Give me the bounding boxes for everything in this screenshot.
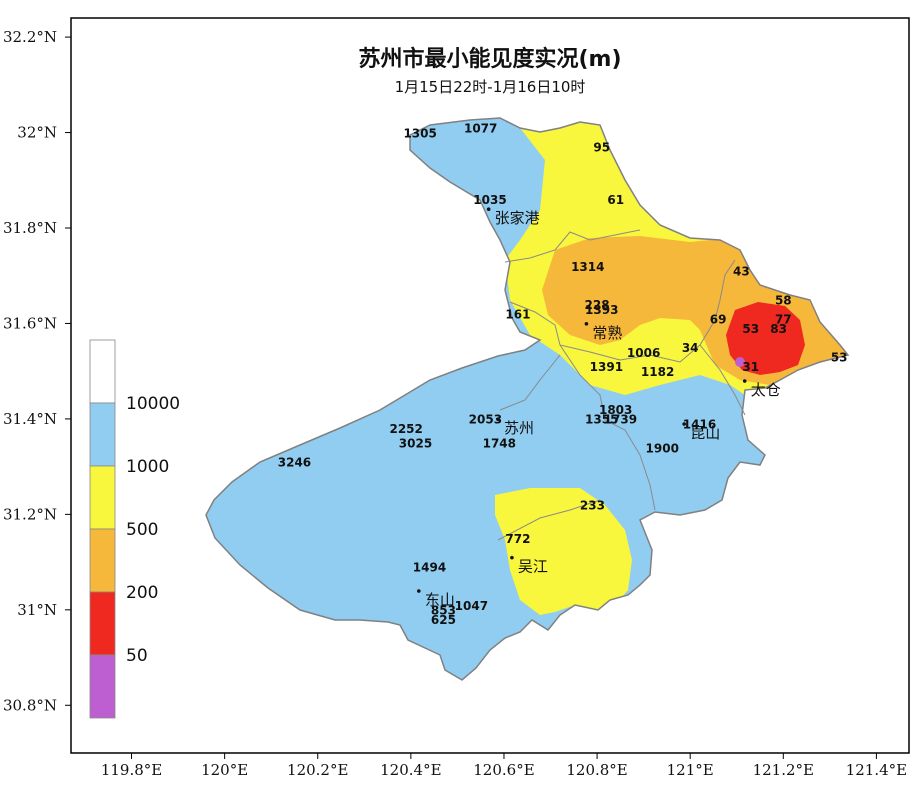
station-value: 83 (770, 322, 787, 336)
station-value: 43 (733, 265, 750, 279)
legend-swatch (89, 339, 116, 404)
y-tick-label: 30.8°N (3, 696, 57, 714)
station-value: 161 (505, 308, 530, 322)
zone-500-1000-south (495, 488, 632, 615)
y-axis: 32.2°N 32°N 31.8°N 31.6°N 31.4°N 31.2°N 31°N 30… (3, 28, 71, 714)
station-value: 31 (742, 360, 759, 374)
x-tick-label: 121.4°E (846, 761, 907, 779)
station-value: 1305 (403, 126, 436, 140)
station-value: 1416 (683, 417, 716, 431)
station-value: 77 (775, 312, 792, 326)
city-marker (417, 589, 421, 593)
y-tick-label: 31.4°N (3, 410, 57, 428)
station-value: 1739 (604, 413, 637, 427)
city-label: 常熟 (592, 324, 622, 342)
station-value: 34 (682, 341, 699, 355)
y-tick-label: 32°N (17, 124, 57, 142)
city-label: 昆山 (690, 424, 720, 442)
y-tick-label: 32.2°N (3, 28, 57, 46)
legend: 10000 1000 500 200 50 (89, 339, 180, 719)
x-tick-label: 120.2°E (287, 761, 348, 779)
y-tick-label: 31.2°N (3, 505, 57, 523)
city-marker (510, 555, 514, 560)
city-label: 苏州 (504, 419, 534, 437)
legend-label: 500 (126, 520, 158, 540)
legend-label: 50 (126, 646, 148, 666)
station-value: 53 (831, 351, 848, 365)
station-value: 228 (585, 298, 610, 312)
x-tick-label: 120°E (201, 761, 248, 779)
city-label: 东山 (425, 591, 455, 609)
legend-swatch (89, 591, 116, 656)
county-boundaries (497, 229, 746, 541)
city-marker (742, 379, 747, 383)
map-title: 苏州市最小能见度实况(m) (358, 46, 621, 72)
station-value: 1314 (571, 260, 604, 274)
station-value: 1077 (464, 122, 497, 136)
station-value: 53 (742, 322, 759, 336)
legend-swatch (89, 528, 116, 593)
station-value: 58 (775, 293, 792, 307)
legend-label: 1000 (126, 457, 169, 477)
city-marker (682, 422, 686, 426)
station-value: 1391 (590, 360, 623, 374)
station-value: 1182 (641, 365, 674, 379)
station-value: 853 (431, 604, 456, 618)
station-value: 1900 (646, 441, 679, 455)
station-value: 1355 (585, 413, 618, 427)
city-label: 太仓 (751, 381, 781, 399)
legend-swatch (89, 402, 116, 467)
station-value: 1035 (473, 193, 506, 207)
map-subtitle: 1月15日22时-1月16日10时 (395, 78, 586, 96)
station-value: 2053 (469, 413, 502, 427)
station-value: 2252 (389, 422, 422, 436)
station-value: 1494 (413, 561, 446, 575)
station-value: 1047 (455, 599, 488, 613)
city-label: 吴江 (518, 558, 548, 576)
x-tick-label: 120.6°E (473, 761, 534, 779)
y-tick-label: 31.6°N (3, 314, 57, 332)
station-value: 1393 (585, 303, 618, 317)
city-label: 张家港 (495, 209, 540, 227)
x-tick-label: 120.4°E (380, 761, 441, 779)
zone-50-200 (726, 302, 805, 375)
legend-label: 10000 (126, 394, 180, 414)
station-value: 69 (710, 312, 727, 326)
station-value: 3025 (399, 437, 432, 451)
x-tick-label: 120.8°E (566, 761, 627, 779)
zone-below-50 (735, 357, 745, 367)
station-value: 95 (593, 141, 610, 155)
station-value: 233 (580, 499, 605, 513)
station-value: 1803 (599, 403, 632, 417)
station-value: 1006 (627, 346, 660, 360)
y-tick-label: 31°N (17, 601, 57, 619)
city-marker (486, 207, 491, 212)
legend-swatch (89, 654, 116, 719)
city-marker (496, 417, 500, 422)
y-tick-label: 31.8°N (3, 219, 57, 237)
station-value: 772 (505, 532, 530, 546)
x-tick-label: 121°E (667, 761, 714, 779)
x-axis: 119.8°E 120°E 120.2°E 120.4°E 120.6°E 120.8°E… (101, 753, 907, 779)
station-value: 625 (431, 613, 456, 627)
legend-label: 200 (126, 583, 158, 603)
x-tick-label: 119.8°E (101, 761, 162, 779)
x-tick-label: 121.2°E (753, 761, 814, 779)
city-marker (584, 321, 589, 326)
legend-swatch (89, 465, 116, 530)
station-value: 1748 (483, 437, 516, 451)
station-value: 3246 (278, 456, 311, 470)
station-value: 61 (607, 193, 624, 207)
